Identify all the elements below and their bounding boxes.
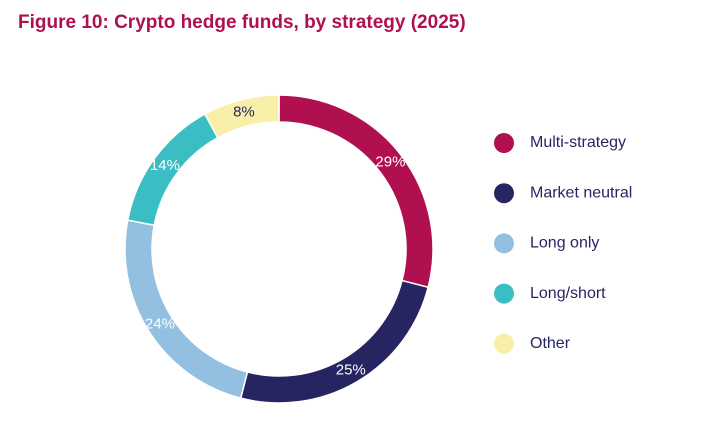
donut-segment [239,279,430,404]
legend-marker [494,283,514,304]
donut-segment [124,219,249,400]
data-label: 29% [375,154,405,171]
legend-label: Other [530,335,571,352]
legend-label: Long/short [530,285,606,302]
data-label: 24% [145,316,175,333]
donut-segment [278,94,434,289]
legend-marker [494,183,514,204]
legend-label: Multi-strategy [530,134,626,151]
donut-segment [203,94,280,139]
chart-title: Figure 10: Crypto hedge funds, by strate… [18,12,466,33]
legend-marker [494,333,514,354]
legend-label: Long only [530,235,599,252]
data-label: 8% [233,103,255,120]
legend-marker [494,133,514,153]
data-label: 25% [336,361,366,378]
legend-label: Market neutral [530,184,632,201]
legend-marker [494,233,514,254]
data-label: 14% [150,157,180,174]
